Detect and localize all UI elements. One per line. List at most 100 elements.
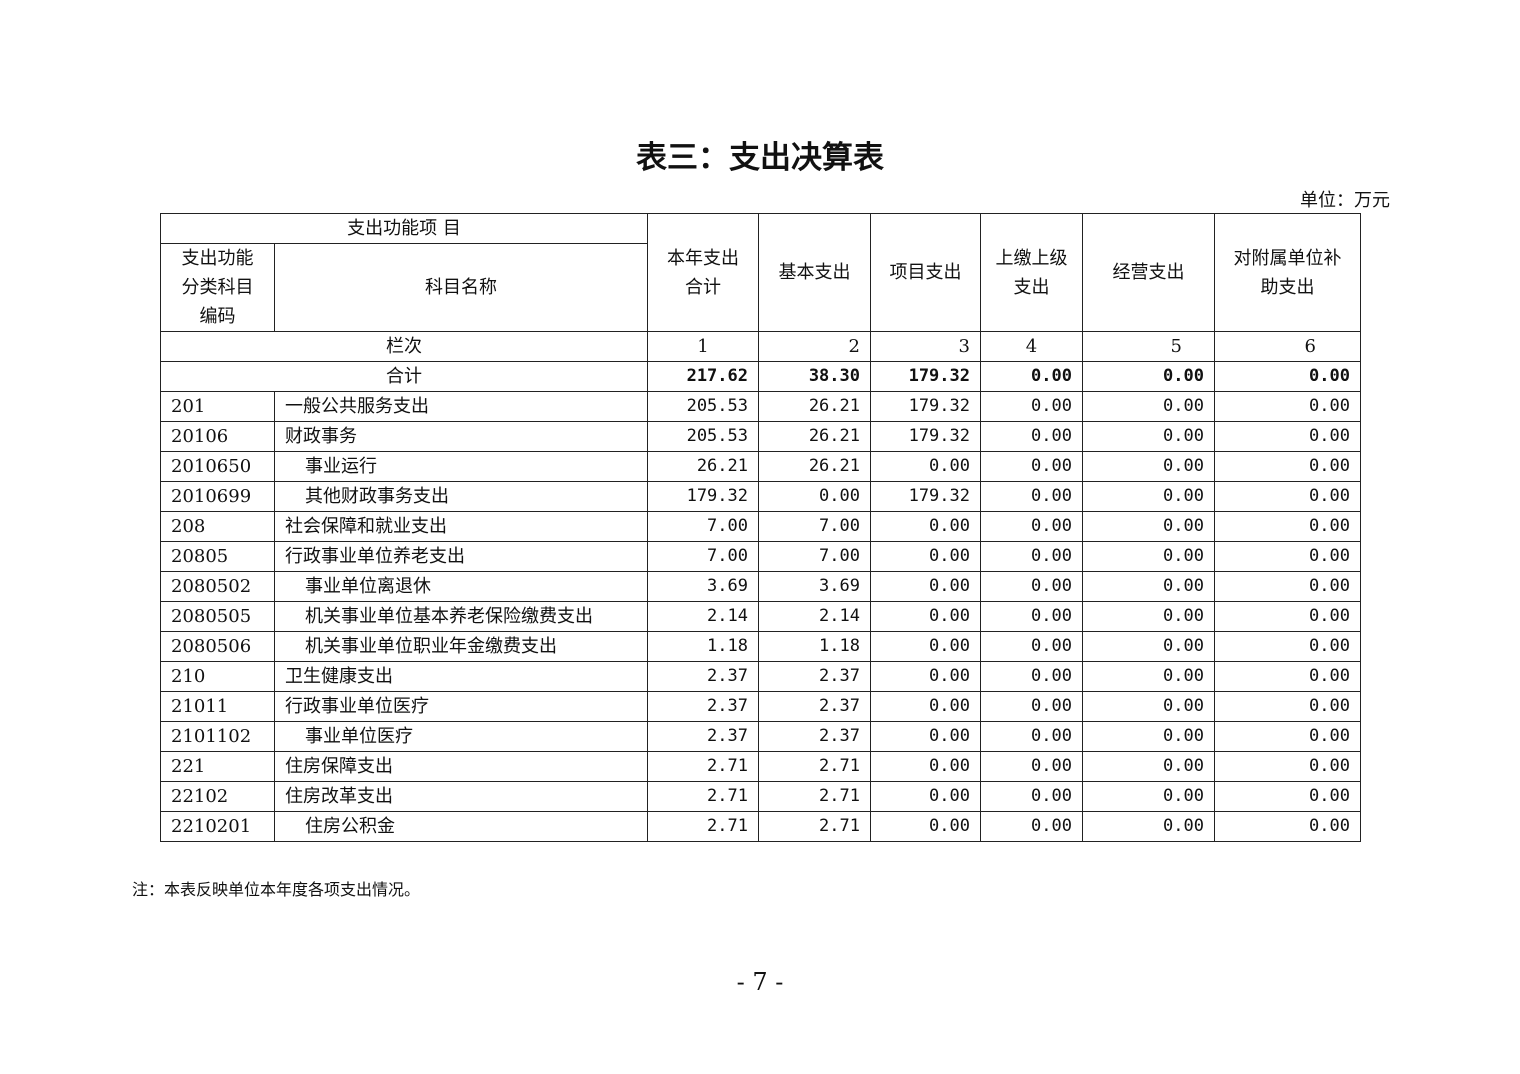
amount-cell: 0.00 [1082,571,1215,602]
subject-code: 201 [160,391,275,422]
amount-cell: 0.00 [870,631,981,662]
amount-cell: 0.00 [1082,691,1215,722]
amount-cell: 7.00 [647,511,759,542]
amount-cell: 0.00 [980,541,1083,572]
total-row: 合计 217.62 38.30 179.32 0.00 0.00 0.00 [160,361,1361,392]
amount-cell: 0.00 [1082,421,1215,452]
amount-cell: 3.69 [647,571,759,602]
amount-cell: 7.00 [758,511,871,542]
amount-cell: 0.00 [758,481,871,512]
col-number: 6 [1214,331,1361,362]
amount-cell: 0.00 [1214,781,1361,812]
amount-cell: 0.00 [1214,661,1361,692]
amount-cell: 0.00 [1082,601,1215,632]
subject-code: 20805 [160,541,275,572]
amount-cell: 0.00 [1214,811,1361,842]
amount-cell: 2.37 [758,661,871,692]
amount-cell: 26.21 [758,421,871,452]
total-label: 合计 [160,361,648,392]
subject-name: 住房保障支出 [274,751,648,782]
col-number: 4 [980,331,1083,362]
amount-cell: 1.18 [647,631,759,662]
row-label: 栏次 [160,331,648,362]
subject-code: 2080505 [160,601,275,632]
subject-code: 2101102 [160,721,275,752]
amount-cell: 0.00 [1214,601,1361,632]
amount-cell: 0.00 [1214,391,1361,422]
header-name: 科目名称 [274,243,648,332]
amount-cell: 0.00 [870,721,981,752]
col-number: 5 [1082,331,1215,362]
amount-cell: 0.00 [1082,631,1215,662]
amount-cell: 0.00 [1082,811,1215,842]
amount-cell: 2.14 [758,601,871,632]
amount-cell: 0.00 [1214,451,1361,482]
subject-name: 住房公积金 [274,811,648,842]
subject-name: 事业单位医疗 [274,721,648,752]
amount-cell: 0.00 [980,781,1083,812]
amount-cell: 0.00 [1214,691,1361,722]
amount-cell: 0.00 [1082,391,1215,422]
amount-cell: 179.32 [870,391,981,422]
total-value: 38.30 [758,361,871,392]
header-col-6: 对附属单位补助支出 [1214,213,1361,332]
amount-cell: 0.00 [870,601,981,632]
table-row: 2210201 住房公积金 2.71 2.71 0.00 0.00 0.00 0.00 [160,811,1361,842]
subject-code: 20106 [160,421,275,452]
subject-name: 事业运行 [274,451,648,482]
col-number: 3 [870,331,981,362]
amount-cell: 2.71 [647,751,759,782]
amount-cell: 0.00 [1214,541,1361,572]
table-row: 2080505 机关事业单位基本养老保险缴费支出 2.14 2.14 0.00 0.00 0… [160,601,1361,632]
amount-cell: 0.00 [1214,721,1361,752]
amount-cell: 0.00 [1082,781,1215,812]
amount-cell: 0.00 [980,691,1083,722]
unit-label: 单位：万元 [1300,190,1390,211]
table-row: 2010650 事业运行 26.21 26.21 0.00 0.00 0.00 0.00 [160,451,1361,482]
header-col-2: 基本支出 [758,213,871,332]
amount-cell: 0.00 [870,811,981,842]
amount-cell: 0.00 [1082,541,1215,572]
amount-cell: 179.32 [870,421,981,452]
amount-cell: 2.37 [647,721,759,752]
amount-cell: 2.37 [758,721,871,752]
subject-code: 2080502 [160,571,275,602]
amount-cell: 0.00 [1082,751,1215,782]
amount-cell: 2.37 [647,661,759,692]
amount-cell: 0.00 [1214,481,1361,512]
subject-code: 221 [160,751,275,782]
subject-code: 208 [160,511,275,542]
amount-cell: 0.00 [870,661,981,692]
header-col-5: 经营支出 [1082,213,1215,332]
table-row: 21011 行政事业单位医疗 2.37 2.37 0.00 0.00 0.00 0.00 [160,691,1361,722]
header-col-4: 上缴上级支出 [980,213,1083,332]
amount-cell: 0.00 [870,751,981,782]
subject-name: 财政事务 [274,421,648,452]
subject-code: 2210201 [160,811,275,842]
amount-cell: 0.00 [980,811,1083,842]
table-row: 221 住房保障支出 2.71 2.71 0.00 0.00 0.00 0.00 [160,751,1361,782]
amount-cell: 2.71 [758,811,871,842]
total-value: 0.00 [980,361,1083,392]
amount-cell: 0.00 [980,451,1083,482]
amount-cell: 0.00 [980,481,1083,512]
col-number: 2 [758,331,871,362]
amount-cell: 0.00 [1082,721,1215,752]
subject-name: 事业单位离退休 [274,571,648,602]
page-title: 表三：支出决算表 [636,140,884,176]
table-row: 2010699 其他财政事务支出 179.32 0.00 179.32 0.00 0.00 0… [160,481,1361,512]
amount-cell: 0.00 [980,661,1083,692]
amount-cell: 0.00 [1082,481,1215,512]
table-row: 2080506 机关事业单位职业年金缴费支出 1.18 1.18 0.00 0.00 0.0… [160,631,1361,662]
subject-code: 22102 [160,781,275,812]
amount-cell: 3.69 [758,571,871,602]
table-row: 210 卫生健康支出 2.37 2.37 0.00 0.00 0.00 0.00 [160,661,1361,692]
table-row: 20106 财政事务 205.53 26.21 179.32 0.00 0.00 0.00 [160,421,1361,452]
amount-cell: 2.14 [647,601,759,632]
amount-cell: 179.32 [870,481,981,512]
table-row: 2101102 事业单位医疗 2.37 2.37 0.00 0.00 0.00 0.00 [160,721,1361,752]
amount-cell: 0.00 [980,751,1083,782]
header-col-3: 项目支出 [870,213,981,332]
header-col-1: 本年支出合计 [647,213,759,332]
amount-cell: 7.00 [647,541,759,572]
